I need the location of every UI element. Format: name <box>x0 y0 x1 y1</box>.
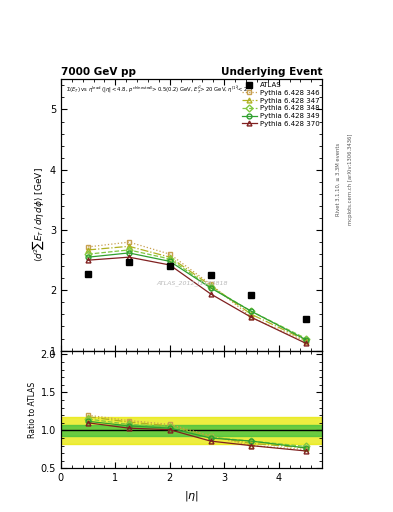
Text: ATLAS_2012_I1183818: ATLAS_2012_I1183818 <box>156 280 227 286</box>
Pythia 6.428 347 <box>167 254 172 260</box>
Pythia 6.428 348 <box>208 284 213 290</box>
Pythia 6.428 370 <box>167 262 172 268</box>
Pythia 6.428 347 <box>86 247 90 253</box>
Text: $\Sigma(E_T)$ vs $\eta^{\rm lead}$ ($|\eta|<4.8$, $p^{\rm ch(neutral)}\!\!>0.5(0: $\Sigma(E_T)$ vs $\eta^{\rm lead}$ ($|\e… <box>66 83 253 96</box>
Text: Underlying Event: Underlying Event <box>221 67 322 77</box>
Line: Pythia 6.428 349: Pythia 6.428 349 <box>86 250 309 342</box>
Pythia 6.428 346 <box>303 338 308 345</box>
Legend: ATLAS, Pythia 6.428 346, Pythia 6.428 347, Pythia 6.428 348, Pythia 6.428 349, P: ATLAS, Pythia 6.428 346, Pythia 6.428 34… <box>241 81 320 127</box>
ATLAS <box>303 315 308 322</box>
X-axis label: $|\eta|$: $|\eta|$ <box>184 489 199 503</box>
Line: Pythia 6.428 348: Pythia 6.428 348 <box>86 247 309 341</box>
ATLAS <box>167 263 172 269</box>
Pythia 6.428 348 <box>167 256 172 262</box>
Y-axis label: $\langle d^2\!\sum E_T\,/\,d\eta\,d\phi\rangle$ [GeV]: $\langle d^2\!\sum E_T\,/\,d\eta\,d\phi\… <box>30 167 46 262</box>
Text: mcplots.cern.ch [arXiv:1306.3436]: mcplots.cern.ch [arXiv:1306.3436] <box>348 134 353 225</box>
Line: ATLAS: ATLAS <box>85 259 309 322</box>
Y-axis label: Ratio to ATLAS: Ratio to ATLAS <box>28 381 37 438</box>
ATLAS <box>249 291 254 297</box>
Pythia 6.428 349 <box>303 337 308 343</box>
Text: 7000 GeV pp: 7000 GeV pp <box>61 67 136 77</box>
Pythia 6.428 346 <box>127 239 131 245</box>
Line: Pythia 6.428 346: Pythia 6.428 346 <box>86 240 309 344</box>
Pythia 6.428 370 <box>249 314 254 321</box>
Pythia 6.428 348 <box>86 251 90 257</box>
Pythia 6.428 349 <box>249 308 254 314</box>
Line: Pythia 6.428 347: Pythia 6.428 347 <box>86 244 309 343</box>
Pythia 6.428 370 <box>303 340 308 347</box>
Pythia 6.428 370 <box>86 257 90 263</box>
Pythia 6.428 349 <box>86 254 90 260</box>
Line: Pythia 6.428 370: Pythia 6.428 370 <box>86 254 309 346</box>
Pythia 6.428 346 <box>167 251 172 257</box>
Pythia 6.428 348 <box>303 335 308 342</box>
Pythia 6.428 347 <box>127 243 131 249</box>
Pythia 6.428 346 <box>86 244 90 250</box>
Pythia 6.428 347 <box>303 337 308 344</box>
Pythia 6.428 347 <box>208 283 213 289</box>
Pythia 6.428 349 <box>167 258 172 264</box>
Text: Rivet 3.1.10, ≥ 3.3M events: Rivet 3.1.10, ≥ 3.3M events <box>336 142 341 216</box>
ATLAS <box>86 271 90 277</box>
Pythia 6.428 346 <box>208 281 213 287</box>
Pythia 6.428 349 <box>127 250 131 256</box>
Pythia 6.428 346 <box>249 314 254 321</box>
Pythia 6.428 349 <box>208 285 213 291</box>
ATLAS <box>127 259 131 265</box>
Pythia 6.428 348 <box>127 247 131 253</box>
Pythia 6.428 370 <box>208 291 213 297</box>
Pythia 6.428 347 <box>249 311 254 317</box>
Pythia 6.428 370 <box>127 254 131 260</box>
Pythia 6.428 348 <box>249 308 254 314</box>
ATLAS <box>208 271 213 278</box>
